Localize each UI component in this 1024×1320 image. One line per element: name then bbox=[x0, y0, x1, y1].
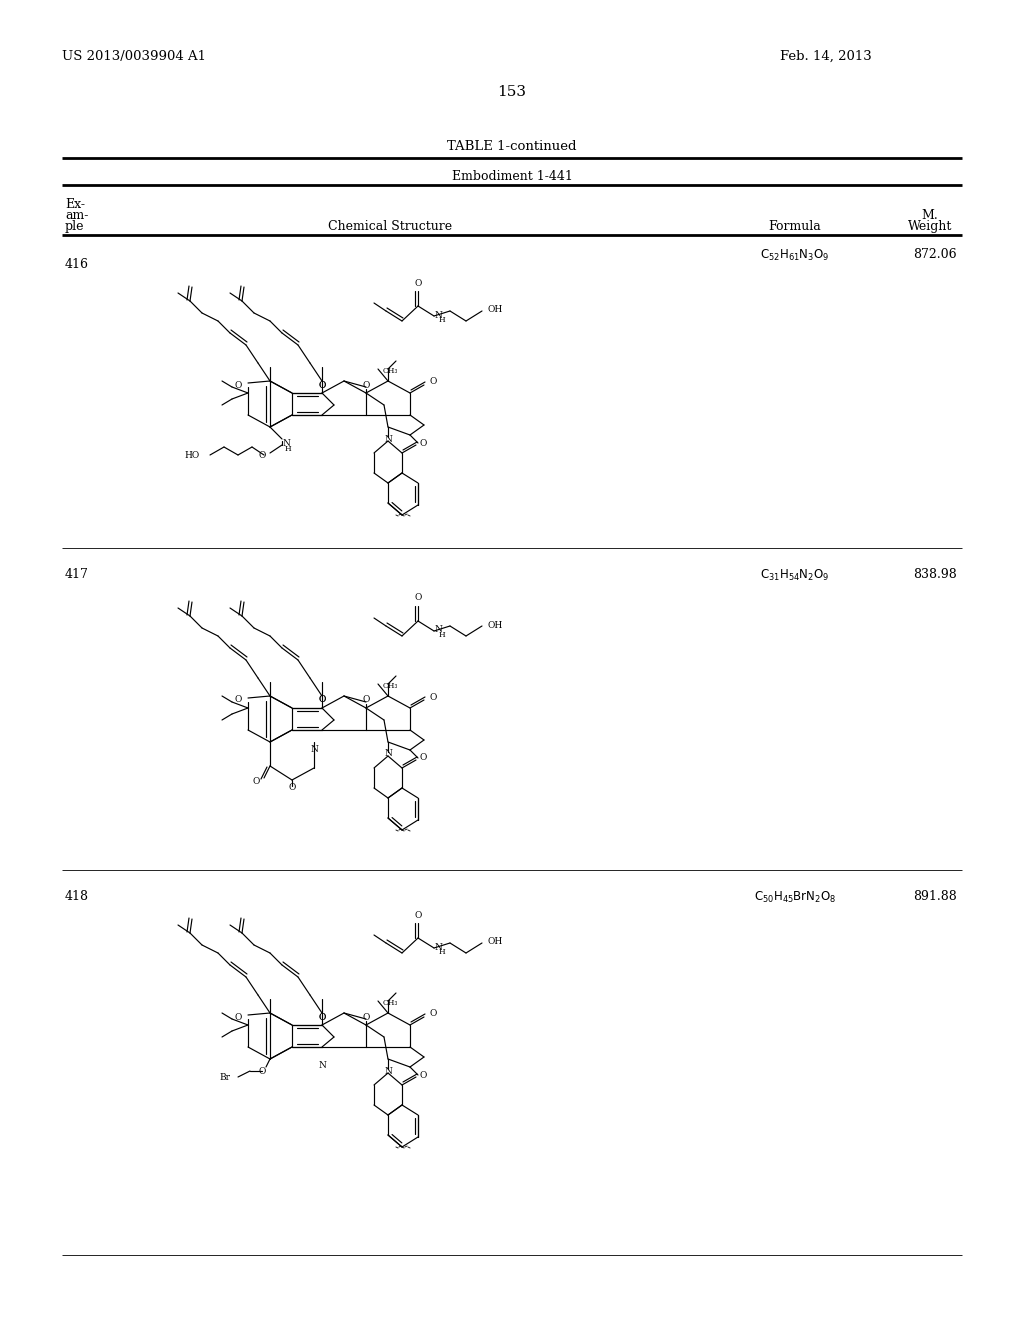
Text: 416: 416 bbox=[65, 257, 89, 271]
Text: $\mathregular{C_{31}H_{54}N_2O_9}$: $\mathregular{C_{31}H_{54}N_2O_9}$ bbox=[760, 568, 829, 583]
Text: N: N bbox=[434, 626, 442, 635]
Text: H: H bbox=[438, 315, 445, 323]
Text: N: N bbox=[318, 1060, 326, 1069]
Text: Embodiment 1-441: Embodiment 1-441 bbox=[452, 170, 572, 183]
Text: M.: M. bbox=[922, 209, 938, 222]
Text: US 2013/0039904 A1: US 2013/0039904 A1 bbox=[62, 50, 206, 63]
Text: O: O bbox=[318, 380, 326, 389]
Text: O: O bbox=[430, 1010, 437, 1019]
Text: N: N bbox=[384, 750, 392, 759]
Text: Ex-: Ex- bbox=[65, 198, 85, 211]
Text: O: O bbox=[234, 696, 242, 705]
Text: H: H bbox=[438, 948, 445, 956]
Text: O: O bbox=[362, 1012, 370, 1022]
Text: O: O bbox=[415, 911, 422, 920]
Text: OH: OH bbox=[488, 937, 503, 946]
Text: O: O bbox=[362, 380, 370, 389]
Text: $\mathregular{C_{52}H_{61}N_3O_9}$: $\mathregular{C_{52}H_{61}N_3O_9}$ bbox=[760, 248, 829, 263]
Text: N: N bbox=[434, 310, 442, 319]
Text: H: H bbox=[438, 631, 445, 639]
Text: TABLE 1-continued: TABLE 1-continued bbox=[447, 140, 577, 153]
Text: 838.98: 838.98 bbox=[913, 568, 956, 581]
Text: 418: 418 bbox=[65, 890, 89, 903]
Text: O: O bbox=[318, 1012, 326, 1022]
Text: CH₃: CH₃ bbox=[382, 999, 397, 1007]
Text: 417: 417 bbox=[65, 568, 89, 581]
Text: O: O bbox=[253, 777, 260, 787]
Text: 153: 153 bbox=[498, 84, 526, 99]
Text: O: O bbox=[234, 380, 242, 389]
Text: O: O bbox=[234, 1012, 242, 1022]
Text: Weight: Weight bbox=[908, 220, 952, 234]
Text: 872.06: 872.06 bbox=[913, 248, 956, 261]
Text: O: O bbox=[415, 279, 422, 288]
Text: Feb. 14, 2013: Feb. 14, 2013 bbox=[780, 50, 871, 63]
Text: O: O bbox=[259, 1067, 266, 1076]
Text: HO: HO bbox=[184, 451, 200, 461]
Text: O: O bbox=[259, 450, 266, 459]
Text: H: H bbox=[285, 445, 291, 453]
Text: O: O bbox=[430, 378, 437, 387]
Text: N: N bbox=[282, 438, 290, 447]
Text: OH: OH bbox=[488, 305, 503, 314]
Text: O: O bbox=[318, 1012, 326, 1022]
Text: $\mathregular{C_{50}H_{45}BrN_2O_8}$: $\mathregular{C_{50}H_{45}BrN_2O_8}$ bbox=[754, 890, 837, 906]
Text: OH: OH bbox=[488, 620, 503, 630]
Text: O: O bbox=[415, 594, 422, 602]
Text: ple: ple bbox=[65, 220, 85, 234]
Text: O: O bbox=[420, 754, 427, 763]
Text: N: N bbox=[384, 434, 392, 444]
Text: O: O bbox=[289, 784, 296, 792]
Text: N: N bbox=[310, 746, 317, 755]
Text: Formula: Formula bbox=[769, 220, 821, 234]
Text: CH₃: CH₃ bbox=[382, 367, 397, 375]
Text: N: N bbox=[384, 1067, 392, 1076]
Text: N: N bbox=[434, 942, 442, 952]
Text: O: O bbox=[362, 696, 370, 705]
Text: 891.88: 891.88 bbox=[913, 890, 956, 903]
Text: O: O bbox=[420, 1071, 427, 1080]
Text: CH₃: CH₃ bbox=[382, 682, 397, 690]
Text: O: O bbox=[318, 696, 326, 705]
Text: O: O bbox=[430, 693, 437, 701]
Text: O: O bbox=[318, 380, 326, 389]
Text: am-: am- bbox=[65, 209, 88, 222]
Text: O: O bbox=[420, 438, 427, 447]
Text: Br: Br bbox=[219, 1073, 230, 1082]
Text: Chemical Structure: Chemical Structure bbox=[328, 220, 452, 234]
Text: O: O bbox=[318, 696, 326, 705]
